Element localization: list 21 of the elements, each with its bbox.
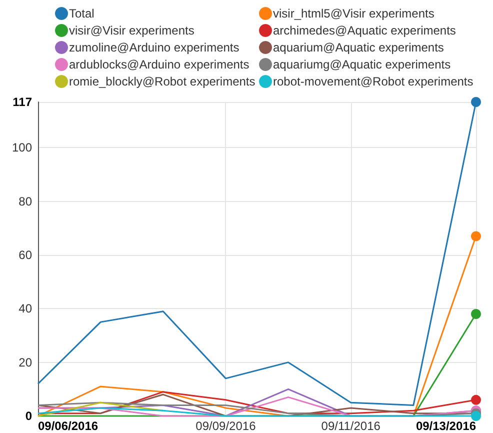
x-tick-label: 09/06/2016 (38, 419, 98, 433)
y-tick-label: 80 (18, 194, 32, 208)
legend-label: aquarium@Aquatic experiments (273, 40, 444, 54)
legend-label: visir_html5@Visir experiments (273, 6, 434, 20)
legend-label: robot-movement@Robot experiments (273, 74, 474, 88)
legend-label: aquariumg@Aquatic experiments (273, 58, 451, 72)
x-tick-label: 09/11/2016 (321, 419, 381, 433)
y-tick-label: 40 (18, 302, 32, 316)
legend-label: ardublocks@Arduino experiments (69, 58, 250, 72)
legend-label: archimedes@Aquatic experiments (273, 24, 456, 38)
y-tick-label: 60 (18, 248, 32, 262)
x-tick-label: 09/09/2016 (196, 419, 256, 433)
legend-label: visir@Visir experiments (69, 24, 194, 38)
y-tick-label: 100 (12, 140, 32, 155)
legend-label: zumoline@Arduino experiments (69, 40, 240, 54)
x-tick-label: 09/13/2016 (416, 419, 476, 433)
legend-label: Total (69, 6, 94, 20)
y-tick-label: 117 (12, 95, 32, 109)
y-tick-label: 20 (18, 355, 32, 370)
legend-label: romie_blockly@Robot experiments (69, 74, 256, 88)
y-tick-label: 0 (25, 409, 32, 423)
